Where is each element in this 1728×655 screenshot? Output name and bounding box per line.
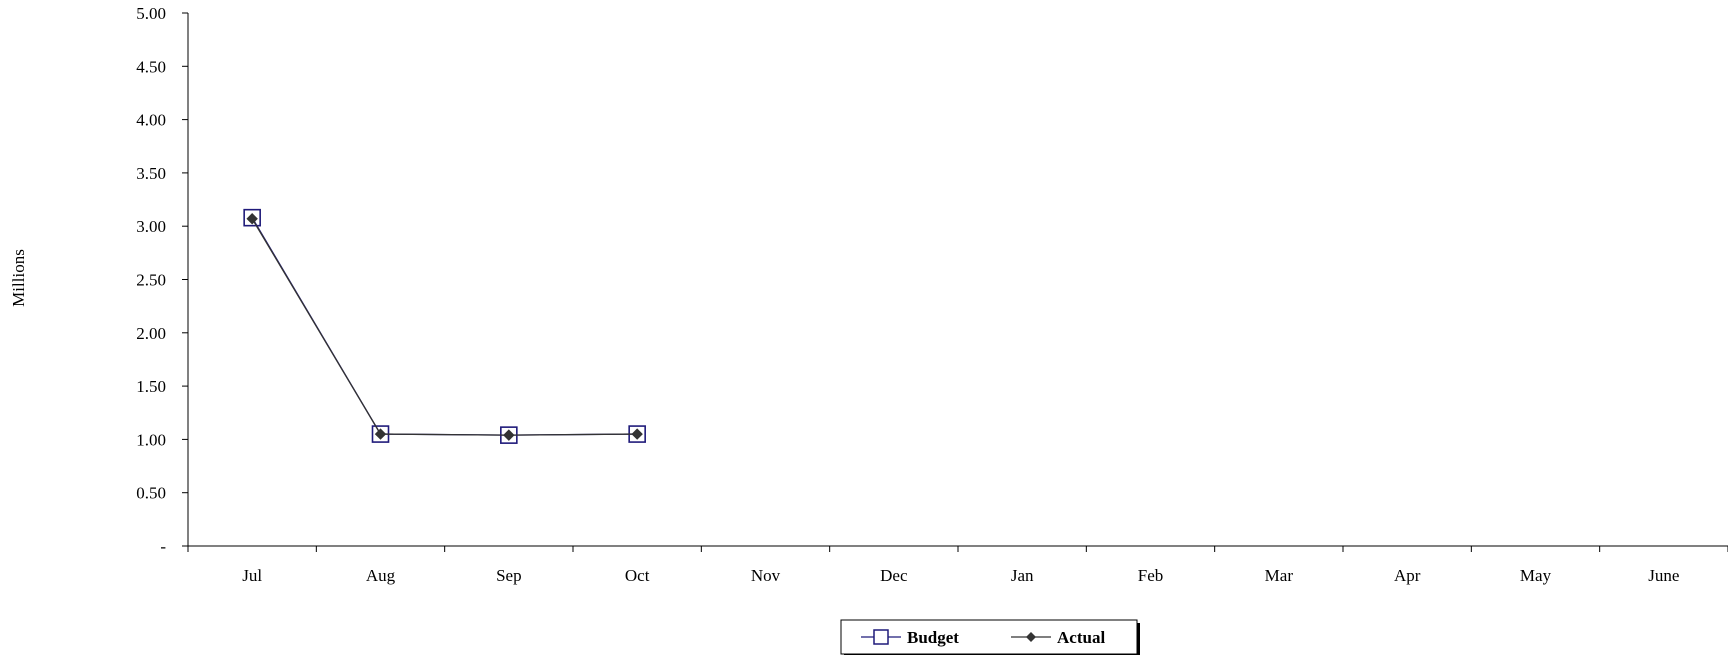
y-axis-title: Millions <box>9 249 28 307</box>
y-tick-label: 0.50 <box>136 484 166 503</box>
series-actual <box>246 213 643 441</box>
x-tick-label: Oct <box>625 566 650 585</box>
y-axis: - 0.50 1.00 1.50 2.00 2.50 3.00 3.50 4.00 4.50 5.0… <box>136 4 189 556</box>
y-tick-label: - <box>160 537 166 556</box>
y-tick-label: 1.00 <box>136 430 166 449</box>
x-tick-label: Sep <box>496 566 522 585</box>
y-tick-label: 3.00 <box>136 217 166 236</box>
x-tick-label: Feb <box>1138 566 1164 585</box>
y-tick-label: 2.00 <box>136 324 166 343</box>
series-line <box>251 217 638 436</box>
x-tick-label: Jul <box>242 566 262 585</box>
series-line <box>251 218 638 436</box>
y-tick-label: 4.00 <box>136 111 166 130</box>
y-tick-label: 4.50 <box>136 57 166 76</box>
series-budget <box>243 208 646 444</box>
legend-item-budget: Budget <box>861 628 959 647</box>
legend-label: Budget <box>907 628 959 647</box>
y-tick-label: 2.50 <box>136 271 166 290</box>
x-tick-label: Aug <box>366 566 396 585</box>
legend-diamond-marker <box>1026 632 1036 642</box>
x-tick-label: May <box>1520 566 1552 585</box>
x-axis: Jul Aug Sep Oct Nov Dec Jan Feb Mar Apr May June <box>187 545 1728 585</box>
data-point-actual <box>246 213 258 225</box>
x-tick-label: Jan <box>1011 566 1034 585</box>
x-tick-label: Nov <box>751 566 781 585</box>
legend: Budget Actual <box>840 619 1140 655</box>
legend-item-actual: Actual <box>1011 628 1105 647</box>
series-layer <box>243 208 646 444</box>
x-tick-label: Dec <box>880 566 908 585</box>
x-tick-label: June <box>1648 566 1679 585</box>
data-point-actual <box>631 428 643 440</box>
x-tick-label: Apr <box>1394 566 1421 585</box>
legend-label: Actual <box>1057 628 1105 647</box>
y-tick-label: 5.00 <box>136 4 166 23</box>
y-tick-label: 3.50 <box>136 164 166 183</box>
data-point-actual <box>374 428 387 440</box>
data-point-actual <box>503 429 515 441</box>
x-tick-label: Mar <box>1265 566 1294 585</box>
y-tick-label: 1.50 <box>136 377 166 396</box>
legend-square-marker <box>873 629 889 645</box>
data-point-budget <box>243 208 261 227</box>
